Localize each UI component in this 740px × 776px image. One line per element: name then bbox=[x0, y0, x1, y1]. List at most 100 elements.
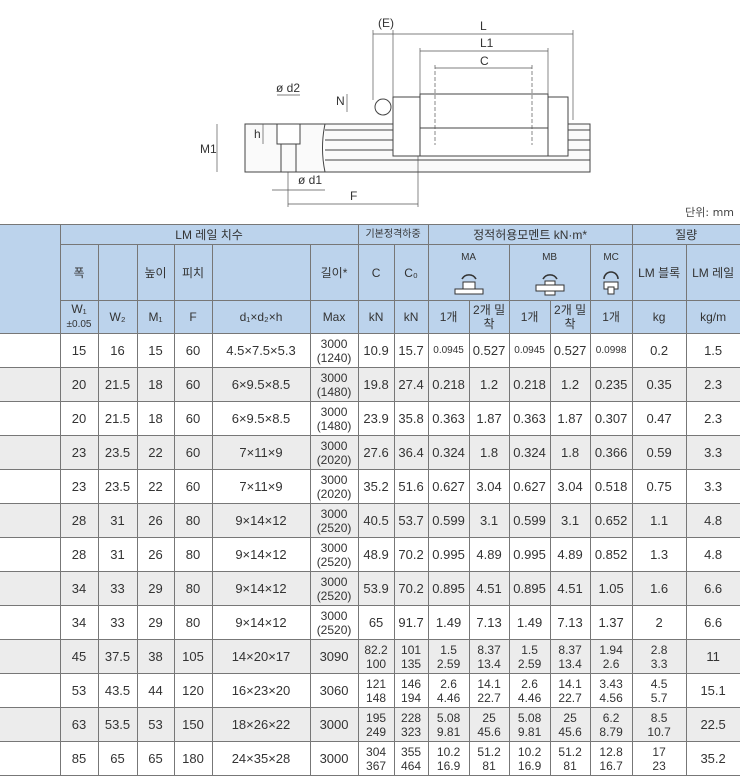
table-cell: 0.0945 bbox=[508, 333, 551, 368]
table-cell: 4.8 bbox=[685, 537, 740, 572]
table-cell: 3000 (1480) bbox=[309, 401, 359, 436]
load-header: 기본정격하중 bbox=[357, 224, 429, 245]
table-cell: 1.8 bbox=[468, 435, 510, 470]
table-cell: 3.04 bbox=[549, 469, 591, 504]
table-cell: 22 bbox=[136, 435, 175, 470]
table-cell: 12.8 16.7 bbox=[589, 741, 633, 776]
table-cell: 0.599 bbox=[508, 503, 551, 538]
dim-N: N bbox=[336, 94, 345, 108]
table-cell: 21.5 bbox=[97, 401, 138, 436]
w2-blank bbox=[97, 244, 138, 301]
table-cell: 0.218 bbox=[508, 367, 551, 402]
table-cell: 1.49 bbox=[427, 605, 470, 640]
table-cell: 6.6 bbox=[685, 571, 740, 606]
table-cell: 51.2 81 bbox=[468, 741, 510, 776]
dim-C: C bbox=[480, 54, 489, 68]
table-cell: 60 bbox=[173, 435, 213, 470]
table-cell: 0.895 bbox=[508, 571, 551, 606]
width-header: 폭 bbox=[59, 244, 99, 301]
table-cell: 10.9 bbox=[357, 333, 395, 368]
table-cell: 14.1 22.7 bbox=[468, 673, 510, 708]
table-cell: 33 bbox=[97, 605, 138, 640]
rail-dim-header: LM 레일 치수 bbox=[59, 224, 359, 245]
c0-unit: kN bbox=[393, 300, 429, 334]
mb-one: 1개 bbox=[508, 300, 551, 334]
table-cell: 0.235 bbox=[589, 367, 633, 402]
table-row: 23 23.5 22 60 7×11×9 3000 (2020) 35.2 51.6 0.627… bbox=[0, 469, 740, 504]
table-cell: 27.4 bbox=[393, 367, 429, 402]
table-cell: 51.2 81 bbox=[549, 741, 591, 776]
table-cell: 31 bbox=[97, 503, 138, 538]
ma-label: MA bbox=[461, 251, 477, 263]
model-cell bbox=[0, 401, 61, 436]
table-cell: 20 bbox=[59, 401, 99, 436]
table-cell: 8.5 10.7 bbox=[631, 707, 687, 742]
table-cell: 44 bbox=[136, 673, 175, 708]
table-row: 15 16 15 60 4.5×7.5×5.3 3000 (1240) 10.9 15.7 0.… bbox=[0, 333, 740, 368]
mc-one: 1개 bbox=[589, 300, 633, 334]
table-cell: 0.527 bbox=[549, 333, 591, 368]
table-cell: 25 45.6 bbox=[549, 707, 591, 742]
table-cell: 0.363 bbox=[508, 401, 551, 436]
model-cell bbox=[0, 673, 61, 708]
table-cell: 2.6 4.46 bbox=[508, 673, 551, 708]
model-cell bbox=[0, 537, 61, 572]
model-cell bbox=[0, 435, 61, 470]
table-cell: 3000 (2520) bbox=[309, 537, 359, 572]
w1-header: W₁ ±0.05 bbox=[59, 300, 99, 334]
table-cell: 121 148 bbox=[357, 673, 395, 708]
c0-header: C₀ bbox=[393, 244, 429, 301]
table-cell: 3.1 bbox=[468, 503, 510, 538]
dim-L: L bbox=[480, 19, 487, 33]
length-header: 길이* bbox=[309, 244, 359, 301]
table-cell: 60 bbox=[173, 367, 213, 402]
table-row: 63 53.5 53 150 18×26×22 3000 195 249 228 323 5.0… bbox=[0, 707, 740, 742]
table-cell: 0.324 bbox=[427, 435, 470, 470]
table-cell: 91.7 bbox=[393, 605, 429, 640]
table-cell: 9×14×12 bbox=[211, 537, 311, 572]
table-cell: 65 bbox=[357, 605, 395, 640]
table-row: 53 43.5 44 120 16×23×20 3060 121 148 146 194 2.6… bbox=[0, 673, 740, 708]
table-cell: 4.89 bbox=[468, 537, 510, 572]
table-cell: 15 bbox=[59, 333, 99, 368]
table-cell: 8.37 13.4 bbox=[468, 639, 510, 674]
table-cell: 27.6 bbox=[357, 435, 395, 470]
table-cell: 2.3 bbox=[685, 401, 740, 436]
table-cell: 18 bbox=[136, 367, 175, 402]
table-cell: 60 bbox=[173, 401, 213, 436]
moment-mb-icon bbox=[535, 273, 565, 295]
table-cell: 1.05 bbox=[589, 571, 633, 606]
table-cell: 33 bbox=[97, 571, 138, 606]
dim-M1: M1 bbox=[200, 142, 217, 156]
table-cell: 18×26×22 bbox=[211, 707, 311, 742]
table-cell: 28 bbox=[59, 537, 99, 572]
table-cell: 29 bbox=[136, 605, 175, 640]
table-row: 28 31 26 80 9×14×12 3000 (2520) 48.9 70.2 0.995 4… bbox=[0, 537, 740, 572]
table-cell: 26 bbox=[136, 503, 175, 538]
table-cell: 29 bbox=[136, 571, 175, 606]
table-cell: 1.49 bbox=[508, 605, 551, 640]
table-cell: 146 194 bbox=[393, 673, 429, 708]
table-cell: 0.995 bbox=[427, 537, 470, 572]
table-cell: 16 bbox=[97, 333, 138, 368]
rail-mass-header: LM 레일 bbox=[685, 244, 740, 301]
table-cell: 0.218 bbox=[427, 367, 470, 402]
table-cell: 53.7 bbox=[393, 503, 429, 538]
model-cell bbox=[0, 741, 61, 776]
table-cell: 48.9 bbox=[357, 537, 395, 572]
table-cell: 105 bbox=[173, 639, 213, 674]
table-cell: 23 bbox=[59, 469, 99, 504]
table-cell: 0.0945 bbox=[427, 333, 470, 368]
table-cell: 2 bbox=[631, 605, 687, 640]
model-cell bbox=[0, 707, 61, 742]
table-cell: 3060 bbox=[309, 673, 359, 708]
table-cell: 37.5 bbox=[97, 639, 138, 674]
dxh-blank bbox=[211, 244, 311, 301]
table-cell: 21.5 bbox=[97, 367, 138, 402]
table-row: 20 21.5 18 60 6×9.5×8.5 3000 (1480) 19.8 27.4 0.… bbox=[0, 367, 740, 402]
dxh-header: d₁×d₂×h bbox=[211, 300, 311, 334]
table-cell: 24×35×28 bbox=[211, 741, 311, 776]
table-cell: 0.852 bbox=[589, 537, 633, 572]
table-cell: 65 bbox=[136, 741, 175, 776]
table-cell: 51.6 bbox=[393, 469, 429, 504]
